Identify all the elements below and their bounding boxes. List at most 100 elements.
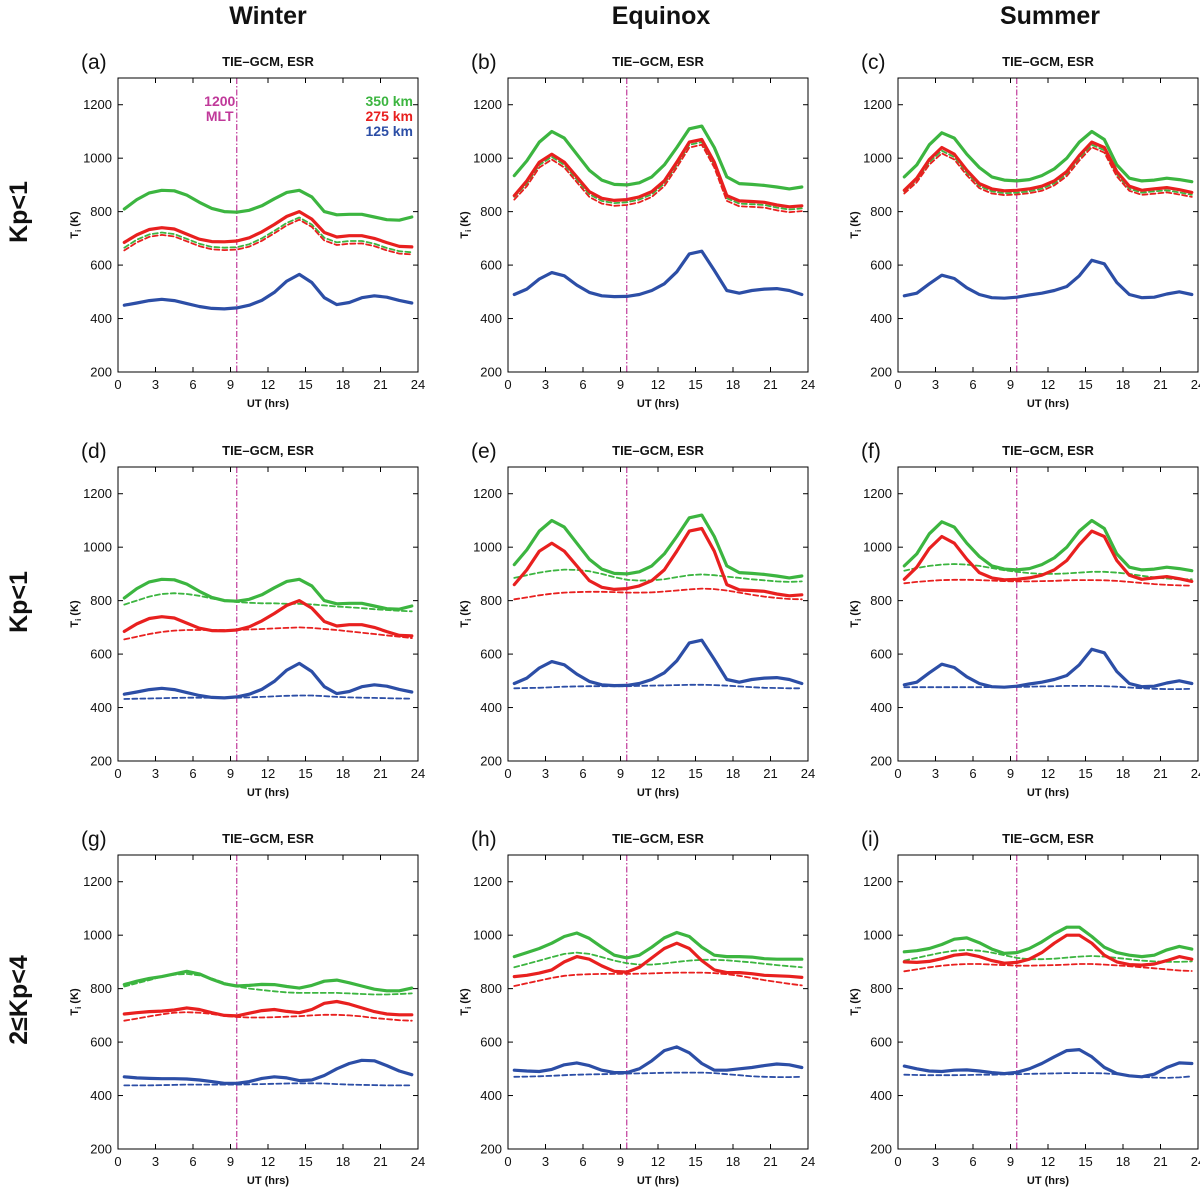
panel-g: (g) TIE–GCM, ESR 0 3 6 9 12 15 18 21 24 200 400 600 80… [69,828,425,1187]
x-tick-label: 21 [1153,766,1167,781]
plot-frame [117,854,419,1150]
series-line-350-km-model [903,949,1193,963]
y-axis-label: Ti (K) [849,600,863,628]
y-tick-label: 600 [90,258,112,273]
series-line-125-km [902,258,1194,300]
panel-d: (d) TIE–GCM, ESR 0 3 6 9 12 15 18 21 24 200 400 600 80… [69,440,425,799]
y-tick-label: 800 [90,981,112,996]
panel-label: (d) [81,440,107,463]
y-axis-label: Ti (K) [69,211,83,239]
panel-c: (c) TIE–GCM, ESR 0 3 6 9 12 15 18 21 24 200 400 600 80… [849,51,1200,410]
x-tick-label: 12 [261,1154,275,1169]
x-tick-label: 9 [617,766,624,781]
x-tick-label: 12 [1041,766,1055,781]
legend-entry-2: 275 km [366,108,413,124]
x-tick-label: 12 [261,377,275,392]
y-axis-label-unit: (K) [459,211,471,227]
y-axis-label: Ti (K) [459,211,473,239]
series-line-125-km-model [123,694,413,700]
series-line-275-km-model [123,626,413,641]
series-line-125-km-model [903,685,1193,690]
x-tick-label: 18 [1116,766,1130,781]
x-tick-label: 0 [894,1154,901,1169]
panel-a: (a) TIE–GCM, ESR 0 3 6 9 12 15 18 21 24 200 400 600 80… [69,51,425,410]
x-tick-label: 15 [298,1154,312,1169]
series-line-125-km [122,1058,414,1085]
series-line-125-km-model [513,1071,803,1078]
x-axis-label: UT (hrs) [637,1175,680,1187]
y-tick-label: 200 [870,365,892,380]
y-tick-label: 800 [480,593,502,608]
series-line-350-km [122,969,414,993]
panel-b: (b) TIE–GCM, ESR 0 3 6 9 12 15 18 21 24 200 400 600 80… [459,51,815,410]
y-axis-label-unit: (K) [69,600,81,616]
series-line-125-km [512,249,804,299]
panel-title: TIE–GCM, ESR [612,443,704,458]
y-tick-label: 200 [90,754,112,769]
series-group [512,930,804,1078]
y-tick-label: 200 [90,1142,112,1157]
series-line-125-km [122,661,414,700]
series-line-350-km-model [513,568,803,583]
panel-title: TIE–GCM, ESR [1002,443,1094,458]
panel-title: TIE–GCM, ESR [222,443,314,458]
x-tick-label: 0 [504,766,511,781]
x-tick-label: 12 [1041,1154,1055,1169]
y-axis-label-subscript: i [74,230,83,232]
series-line-275-km [902,933,1194,967]
x-tick-label: 0 [504,377,511,392]
y-tick-label: 1000 [863,151,892,166]
x-axis-label: UT (hrs) [637,398,680,410]
y-tick-label: 1200 [473,874,502,889]
y-tick-label: 1000 [473,928,502,943]
plot-frame [897,77,1199,373]
x-tick-label: 3 [542,1154,549,1169]
x-tick-label: 9 [227,377,234,392]
x-axis-label: UT (hrs) [1027,398,1070,410]
series-group [122,188,414,311]
x-tick-label: 9 [227,1154,234,1169]
x-tick-label: 0 [114,377,121,392]
y-tick-label: 200 [90,365,112,380]
panel-title: TIE–GCM, ESR [612,831,704,846]
plot-frame [507,466,809,762]
y-tick-label: 800 [480,981,502,996]
legend-entry-1: 350 km [366,93,413,109]
y-axis-label-unit: (K) [459,600,471,616]
row-title-3: 2≤Kp<4 [5,955,33,1045]
y-axis-label-subscript: i [854,1007,863,1009]
panel-label: (g) [81,828,107,851]
panel-title: TIE–GCM, ESR [1002,831,1094,846]
y-tick-label: 400 [90,700,112,715]
x-tick-label: 3 [542,766,549,781]
y-tick-label: 400 [870,311,892,326]
x-tick-label: 24 [1191,377,1200,392]
x-tick-label: 21 [763,1154,777,1169]
x-axis-label: UT (hrs) [247,398,290,410]
x-tick-label: 3 [152,377,159,392]
y-tick-label: 400 [480,1088,502,1103]
x-tick-label: 0 [894,766,901,781]
y-tick-label: 1200 [83,874,112,889]
series-line-125-km [512,638,804,688]
y-tick-label: 1000 [83,151,112,166]
series-line-125-km-model [513,683,803,690]
series-line-125-km-model [123,1082,413,1087]
y-axis-label-unit: (K) [849,988,861,1004]
x-tick-label: 21 [763,766,777,781]
y-tick-label: 1000 [863,540,892,555]
y-axis-label: Ti (K) [69,600,83,628]
x-axis-label: UT (hrs) [637,787,680,799]
y-axis-label-unit: (K) [849,600,861,616]
y-tick-label: 600 [90,647,112,662]
x-tick-label: 24 [411,377,425,392]
y-axis-label-symbol: T [69,232,81,239]
series-line-125-km [122,272,414,311]
y-tick-label: 200 [870,754,892,769]
series-line-350-km-model [123,216,413,254]
y-tick-label: 1200 [83,486,112,501]
x-tick-label: 18 [1116,1154,1130,1169]
x-tick-label: 12 [261,766,275,781]
plot-frame [897,854,1199,1150]
